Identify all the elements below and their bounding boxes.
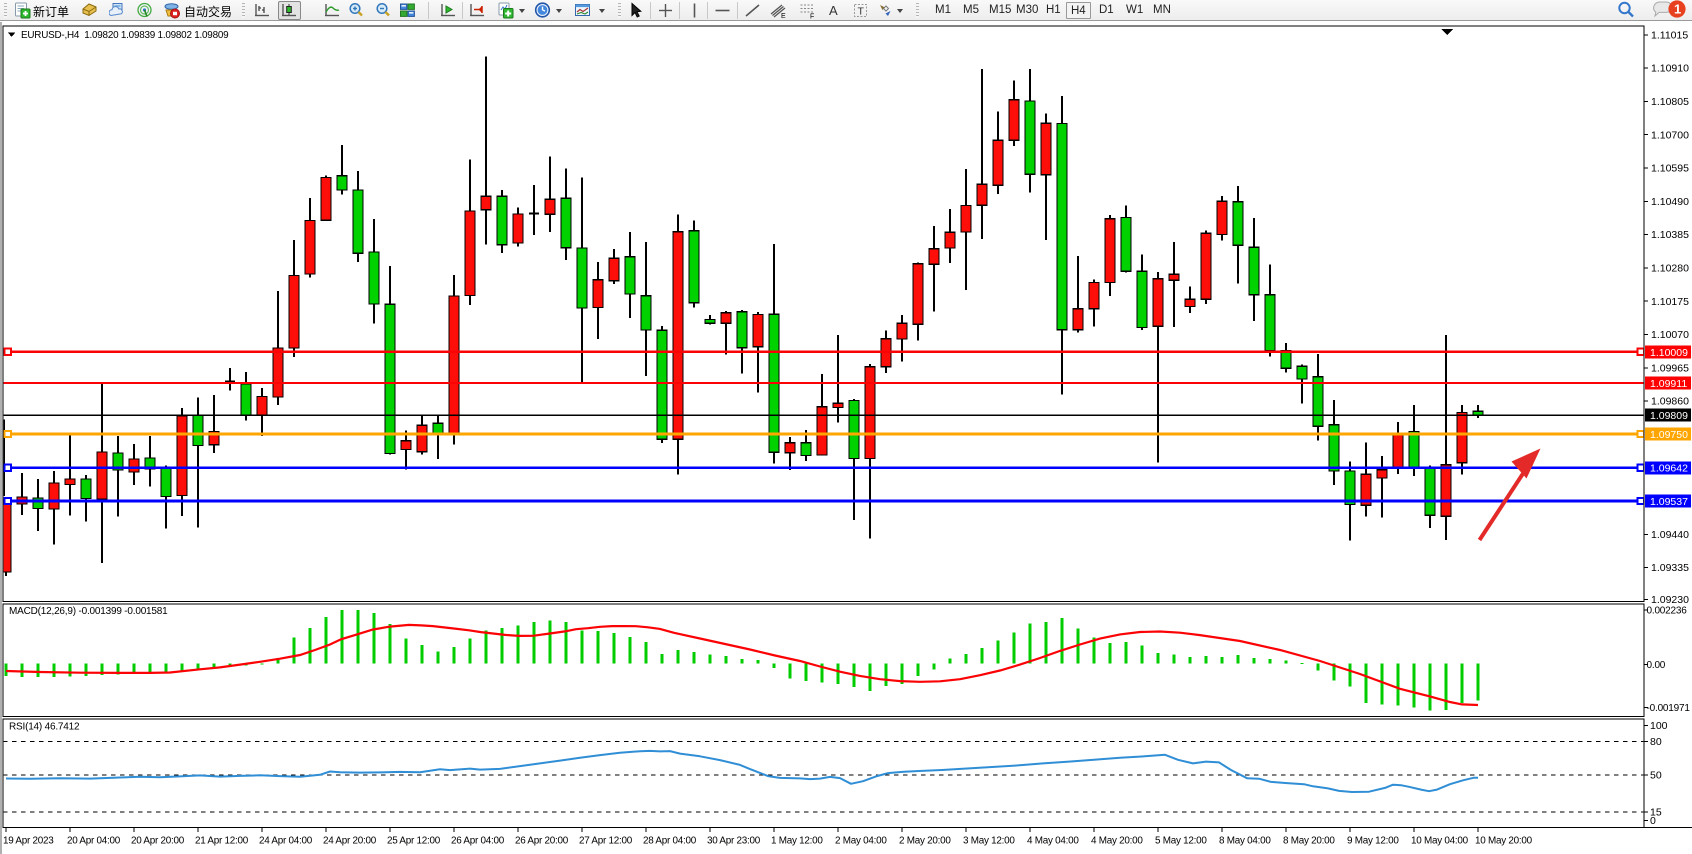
svg-text:2 May 20:00: 2 May 20:00 — [899, 836, 951, 847]
svg-text:1.10070: 1.10070 — [1651, 329, 1689, 341]
svg-text:30 Apr 23:00: 30 Apr 23:00 — [707, 836, 761, 847]
svg-text:10 May 04:00: 10 May 04:00 — [1411, 836, 1469, 847]
svg-text:1.09860: 1.09860 — [1651, 396, 1689, 408]
svg-text:21 Apr 12:00: 21 Apr 12:00 — [195, 836, 249, 847]
svg-text:T: T — [857, 6, 864, 18]
svg-text:1.10385: 1.10385 — [1651, 229, 1689, 241]
svg-text:1.09440: 1.09440 — [1651, 529, 1689, 541]
svg-text:MACD(12,26,9) -0.001399 -0.001: MACD(12,26,9) -0.001399 -0.001581 — [9, 606, 168, 617]
svg-text:24 Apr 04:00: 24 Apr 04:00 — [259, 836, 313, 847]
svg-text:1.10805: 1.10805 — [1651, 96, 1689, 108]
svg-text:19 Apr 2023: 19 Apr 2023 — [3, 836, 54, 847]
svg-text:0.002236: 0.002236 — [1647, 606, 1688, 617]
svg-text:1.09537: 1.09537 — [1650, 496, 1688, 508]
svg-text:15: 15 — [1650, 807, 1662, 819]
svg-text:1.09230: 1.09230 — [1651, 594, 1689, 606]
svg-text:EURUSD-,H4 1.09820 1.09839 1.: EURUSD-,H4 1.09820 1.09839 1.09802 1.098… — [21, 30, 229, 41]
svg-text:1.10700: 1.10700 — [1651, 129, 1689, 141]
svg-text:26 Apr 20:00: 26 Apr 20:00 — [515, 836, 569, 847]
svg-text:A: A — [829, 3, 838, 18]
svg-text:10 May 20:00: 10 May 20:00 — [1475, 836, 1533, 847]
svg-text:1.09911: 1.09911 — [1650, 378, 1687, 390]
svg-text:1.09965: 1.09965 — [1651, 362, 1689, 374]
svg-text:20 Apr 20:00: 20 Apr 20:00 — [131, 836, 185, 847]
svg-text:1.10595: 1.10595 — [1651, 163, 1689, 175]
svg-text:26 Apr 04:00: 26 Apr 04:00 — [451, 836, 505, 847]
svg-text:4 May 20:00: 4 May 20:00 — [1091, 836, 1143, 847]
svg-text:2 May 04:00: 2 May 04:00 — [835, 836, 887, 847]
svg-text:1.09809: 1.09809 — [1650, 410, 1688, 422]
svg-text:1.10490: 1.10490 — [1651, 196, 1689, 208]
svg-text:5 May 12:00: 5 May 12:00 — [1155, 836, 1207, 847]
svg-text:1.09335: 1.09335 — [1651, 562, 1689, 574]
svg-text:24 Apr 20:00: 24 Apr 20:00 — [323, 836, 377, 847]
svg-text:-0.001971: -0.001971 — [1647, 703, 1691, 714]
svg-text:28 Apr 04:00: 28 Apr 04:00 — [643, 836, 697, 847]
svg-text:1.10175: 1.10175 — [1651, 296, 1689, 308]
svg-text:20 Apr 04:00: 20 Apr 04:00 — [67, 836, 121, 847]
svg-text:0.00: 0.00 — [1647, 660, 1666, 671]
svg-text:1.10910: 1.10910 — [1651, 63, 1689, 75]
svg-text:F: F — [810, 14, 814, 20]
svg-text:1.11015: 1.11015 — [1651, 29, 1688, 41]
svg-text:27 Apr 12:00: 27 Apr 12:00 — [579, 836, 633, 847]
svg-text:25 Apr 12:00: 25 Apr 12:00 — [387, 836, 441, 847]
svg-text:8 May 04:00: 8 May 04:00 — [1219, 836, 1271, 847]
svg-text:3 May 12:00: 3 May 12:00 — [963, 836, 1015, 847]
svg-text:1.09642: 1.09642 — [1650, 463, 1688, 475]
svg-text:1.10280: 1.10280 — [1651, 263, 1689, 275]
svg-text:RSI(14) 46.7412: RSI(14) 46.7412 — [9, 722, 80, 733]
svg-text:80: 80 — [1650, 736, 1662, 748]
svg-text:1: 1 — [1674, 2, 1681, 17]
svg-text:E: E — [781, 13, 786, 19]
svg-text:0: 0 — [1650, 815, 1656, 827]
svg-text:100: 100 — [1650, 720, 1668, 732]
svg-text:9 May 12:00: 9 May 12:00 — [1347, 836, 1399, 847]
svg-text:1.10009: 1.10009 — [1650, 347, 1688, 359]
svg-text:8 May 20:00: 8 May 20:00 — [1283, 836, 1335, 847]
svg-text:4 May 04:00: 4 May 04:00 — [1027, 836, 1079, 847]
svg-text:50: 50 — [1650, 769, 1662, 781]
svg-text:1 May 12:00: 1 May 12:00 — [771, 836, 823, 847]
svg-text:1.09750: 1.09750 — [1650, 429, 1688, 441]
